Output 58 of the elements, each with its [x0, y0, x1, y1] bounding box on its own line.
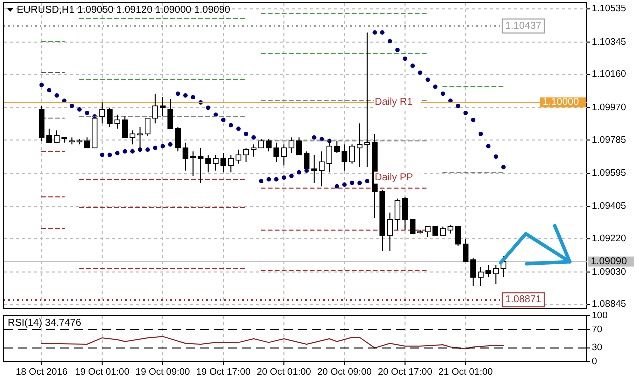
ref-line-label: 1.10000 [543, 97, 580, 108]
y-tick-label: 0 [592, 356, 598, 368]
y-tick-label: 1.10345 [592, 36, 626, 48]
y-tick-label: 1.10535 [592, 4, 626, 15]
chart-title: EURUSD,H1 1.09050 1.09120 1.09000 1.09090 [17, 5, 231, 16]
candlestick [130, 130, 136, 146]
x-tick-label: 19 Oct 09:00 [136, 367, 190, 378]
candlestick [250, 144, 257, 158]
chart-title: RSI(14) 34.7476 [8, 318, 82, 329]
candlestick [402, 196, 408, 231]
candlestick [356, 123, 363, 168]
candlestick [455, 226, 462, 247]
candlestick [190, 151, 196, 177]
candlestick [198, 148, 204, 184]
y-tick-label: 1.10160 [592, 69, 626, 80]
candlestick [334, 140, 340, 154]
candlestick [394, 198, 401, 231]
ref-line-label: 1.08871 [505, 294, 542, 306]
x-tick-label: 20 Oct 09:00 [318, 367, 372, 378]
y-tick-label: 1.09595 [592, 168, 626, 179]
candlestick [349, 144, 356, 164]
candlestick [296, 137, 302, 156]
candlestick [228, 154, 234, 174]
y-tick-label: 1.09970 [592, 102, 626, 114]
ref-line-label: 1.10437 [505, 20, 542, 32]
candlestick [182, 142, 189, 172]
y-tick-label: 30 [592, 342, 603, 354]
candlestick [84, 137, 90, 149]
y-tick-label: 1.09030 [592, 266, 626, 278]
x-tick-label: 20 Oct 01:00 [256, 367, 312, 378]
y-tick-label: 100 [592, 310, 608, 322]
y-tick-label: 1.09220 [592, 234, 626, 245]
candlestick [462, 238, 469, 262]
ref-line-label: 1.09090 [591, 256, 628, 268]
candlestick [168, 98, 174, 130]
candlestick [236, 149, 242, 164]
annotation: Daily PP [375, 172, 414, 184]
y-tick-label: 1.09405 [592, 201, 626, 212]
x-tick-label: 19 Oct 17:00 [196, 367, 251, 378]
candlestick [175, 126, 182, 152]
candlestick [144, 118, 151, 136]
y-tick-label: 1.09785 [592, 134, 626, 146]
line-series [41, 336, 504, 350]
y-tick-label: 70 [592, 324, 603, 336]
x-tick-label: 19 Oct 01:00 [75, 367, 130, 378]
candlestick [342, 144, 348, 172]
candlestick [493, 264, 500, 286]
candlestick [281, 144, 288, 166]
x-tick-label: 20 Oct 17:00 [378, 367, 432, 378]
y-tick-label: 1.08845 [592, 299, 626, 310]
x-tick-label: 21 Oct 01:00 [438, 367, 494, 378]
candlestick [243, 148, 250, 163]
candlestick [387, 212, 394, 252]
candlestick [410, 219, 416, 234]
annotation: Daily R1 [375, 97, 414, 108]
candlestick [288, 137, 295, 154]
candlestick [122, 116, 128, 138]
x-tick-label: 18 Oct 2016 [16, 367, 68, 378]
